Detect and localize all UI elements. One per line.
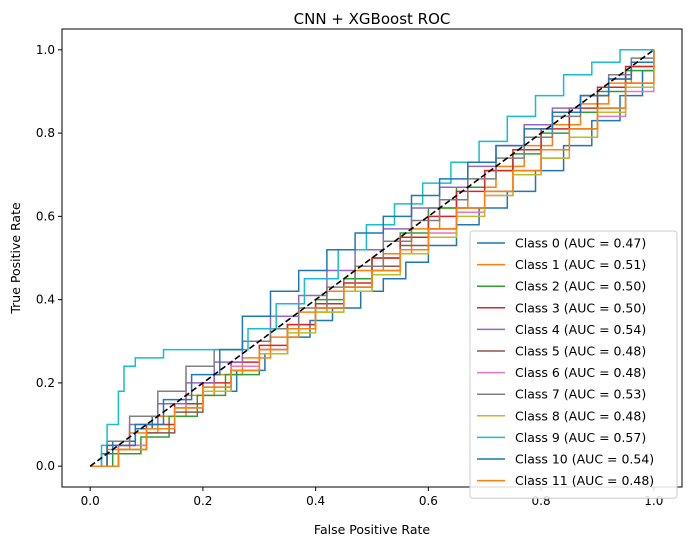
legend-entry: Class 1 (AUC = 0.51) (477, 257, 646, 272)
roc-curve-class-11 (90, 49, 655, 467)
x-axis-label: False Positive Rate (314, 522, 430, 537)
legend-label: Class 5 (AUC = 0.48) (515, 344, 646, 359)
legend-label: Class 11 (AUC = 0.48) (515, 473, 654, 488)
y-tick-label: 0.4 (36, 293, 55, 307)
chart-title: CNN + XGBoost ROC (294, 10, 451, 28)
x-tick-label: 0.6 (419, 494, 438, 508)
plot-area (89, 49, 655, 467)
y-axis-label: True Positive Rate (8, 202, 23, 315)
x-tick-label: 0.4 (306, 494, 325, 508)
legend-label: Class 8 (AUC = 0.48) (515, 408, 646, 423)
legend-label: Class 9 (AUC = 0.57) (515, 430, 646, 445)
legend-entry: Class 9 (AUC = 0.57) (477, 430, 646, 445)
legend-entry: Class 2 (AUC = 0.50) (477, 279, 646, 294)
legend-box (469, 230, 678, 499)
x-tick-label: 0.2 (193, 494, 212, 508)
legend-entry: Class 4 (AUC = 0.54) (477, 322, 646, 337)
x-tick-label: 0.0 (81, 494, 100, 508)
legend-entry: Class 6 (AUC = 0.48) (477, 365, 646, 380)
y-tick-label: 0.2 (36, 376, 55, 390)
legend-label: Class 1 (AUC = 0.51) (515, 257, 646, 272)
legend-entry: Class 8 (AUC = 0.48) (477, 408, 646, 423)
y-tick-label: 0.0 (36, 459, 55, 473)
legend-entry: Class 0 (AUC = 0.47) (477, 236, 646, 251)
legend-label: Class 4 (AUC = 0.54) (515, 322, 646, 337)
legend-label: Class 2 (AUC = 0.50) (515, 279, 646, 294)
legend-entry: Class 7 (AUC = 0.53) (477, 387, 646, 402)
roc-curve-class-10 (90, 49, 655, 467)
legend-entry: Class 10 (AUC = 0.54) (477, 452, 654, 467)
plot-frame (61, 28, 683, 488)
legend-label: Class 7 (AUC = 0.53) (515, 387, 646, 402)
legend-entry: Class 5 (AUC = 0.48) (477, 344, 646, 359)
legend-label: Class 10 (AUC = 0.54) (515, 452, 654, 467)
roc-curve-class-7 (90, 49, 655, 467)
legend-entry: Class 3 (AUC = 0.50) (477, 300, 646, 315)
y-tick-label: 0.8 (36, 126, 55, 140)
y-tick-label: 0.6 (36, 209, 55, 223)
legend-entry: Class 11 (AUC = 0.48) (477, 473, 654, 488)
legend-label: Class 0 (AUC = 0.47) (515, 236, 646, 251)
y-axis: 0.0 0.2 0.4 0.6 0.8 1.0 (36, 43, 62, 473)
y-tick-label: 1.0 (36, 43, 55, 57)
roc-curve-class-3 (90, 49, 655, 467)
legend: Class 0 (AUC = 0.47) Class 1 (AUC = 0.51)… (469, 230, 678, 499)
legend-label: Class 3 (AUC = 0.50) (515, 300, 646, 315)
legend-label: Class 6 (AUC = 0.48) (515, 365, 646, 380)
